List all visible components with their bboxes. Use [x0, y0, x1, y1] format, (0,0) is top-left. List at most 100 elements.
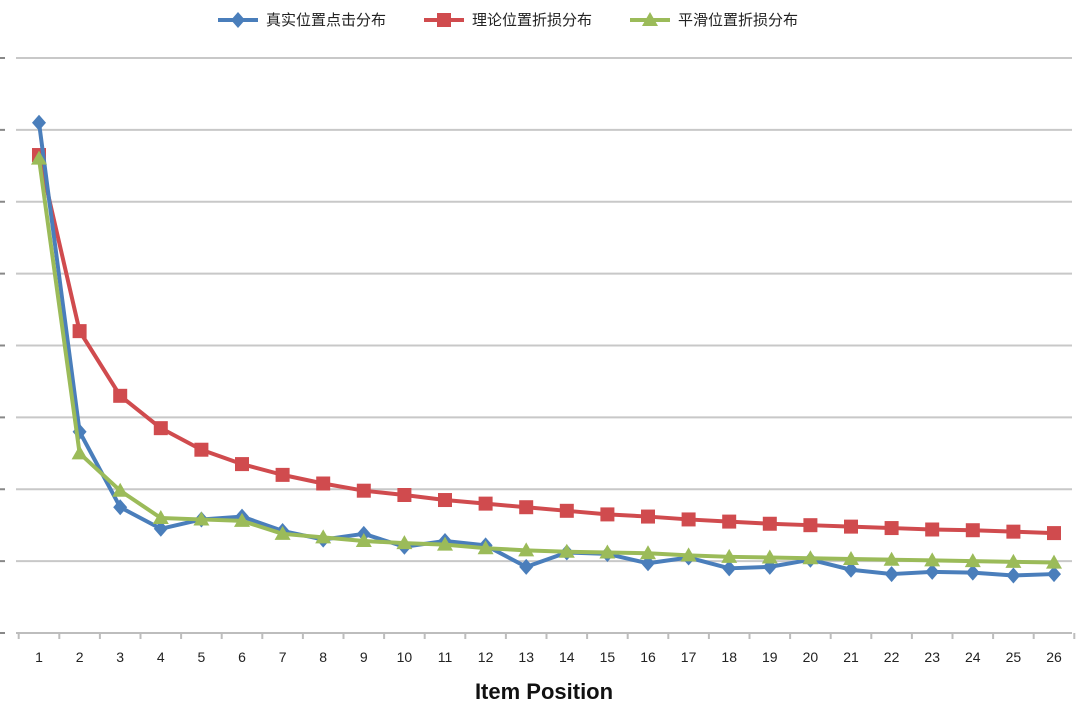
- x-tick-label-7: 7: [279, 649, 287, 665]
- point-s3-14: [558, 543, 575, 558]
- x-tick-label-26: 26: [1046, 649, 1062, 665]
- x-tick-label-13: 13: [518, 649, 534, 665]
- point-s3-12: [477, 540, 494, 555]
- legend-item-1: 真实位置点击分布: [218, 11, 386, 29]
- point-s3-20: [802, 550, 819, 565]
- legend-item-2: 理论位置折损分布: [424, 11, 592, 29]
- point-s1-22: [884, 566, 899, 583]
- x-tick-label-1: 1: [35, 649, 43, 665]
- x-tick-label-10: 10: [397, 649, 413, 665]
- point-s3-4: [152, 510, 169, 524]
- point-s2-21: [844, 519, 858, 534]
- point-s2-24: [965, 523, 980, 538]
- point-s1-16: [641, 555, 655, 572]
- point-s2-18: [722, 514, 737, 529]
- point-s2-19: [762, 516, 777, 531]
- x-tick-label-22: 22: [884, 649, 900, 665]
- x-tick-label-23: 23: [924, 649, 940, 665]
- legend-marker-2: [437, 13, 451, 27]
- legend-marker-3: [642, 12, 658, 26]
- point-s2-15: [600, 507, 615, 522]
- point-s2-3: [113, 388, 128, 403]
- x-tick-label-21: 21: [843, 649, 859, 665]
- x-tick-label-6: 6: [238, 649, 246, 665]
- legend: 真实位置点击分布 理论位置折损分布 平滑位置折损分布: [218, 11, 798, 29]
- point-s3-3: [112, 482, 129, 497]
- point-s2-10: [397, 488, 412, 502]
- point-s3-2: [71, 445, 88, 460]
- point-s3-23: [924, 552, 941, 567]
- point-s2-7: [275, 467, 290, 482]
- point-s3-8: [315, 529, 332, 544]
- x-tick-label-16: 16: [640, 649, 656, 665]
- point-s3-5: [193, 511, 210, 526]
- point-s3-10: [396, 535, 413, 550]
- point-s2-20: [803, 518, 818, 533]
- point-s2-13: [519, 500, 534, 515]
- point-s3-11: [437, 536, 453, 551]
- x-tick-label-24: 24: [965, 649, 981, 665]
- x-tick-label-14: 14: [559, 649, 575, 665]
- point-s1-24: [965, 564, 980, 581]
- point-s1-4: [153, 520, 168, 537]
- point-s2-17: [681, 512, 696, 527]
- point-s3-13: [518, 542, 535, 557]
- point-s2-8: [316, 476, 331, 491]
- point-s1-26: [1047, 566, 1061, 583]
- point-s2-23: [925, 522, 940, 537]
- legend-item-3: 平滑位置折损分布: [630, 11, 798, 29]
- point-s3-6: [234, 512, 250, 527]
- x-axis-title: Item Position: [475, 679, 613, 704]
- point-s1-25: [1006, 567, 1021, 584]
- point-s1-23: [925, 563, 940, 580]
- gridlines: [0, 57, 1072, 634]
- legend-marker-1: [231, 12, 245, 28]
- x-tick-label-3: 3: [116, 649, 124, 665]
- point-s2-14: [559, 503, 574, 518]
- point-s2-26: [1047, 526, 1061, 541]
- x-tick-label-5: 5: [198, 649, 206, 665]
- x-tick-label-17: 17: [681, 649, 697, 665]
- point-s2-4: [153, 421, 168, 436]
- point-s3-15: [599, 544, 616, 559]
- x-tick-label-15: 15: [600, 649, 616, 665]
- x-tick-label-12: 12: [478, 649, 494, 665]
- point-s3-22: [883, 551, 900, 566]
- series-line-2: [37, 154, 1055, 536]
- point-s2-16: [641, 509, 655, 524]
- x-tick-label-18: 18: [721, 649, 737, 665]
- point-s3-17: [680, 547, 697, 562]
- x-tick-label-8: 8: [319, 649, 327, 665]
- point-s3-16: [640, 545, 656, 560]
- series-3: [31, 150, 1062, 569]
- point-s3-18: [721, 548, 738, 563]
- legend-label-3: 平滑位置折损分布: [678, 11, 798, 29]
- series-line-3: [37, 158, 1055, 565]
- x-tick-label-2: 2: [76, 649, 84, 665]
- point-s2-2: [72, 324, 87, 339]
- point-s2-6: [235, 457, 249, 472]
- x-tick-label-9: 9: [360, 649, 368, 665]
- x-axis-tick-labels: 1 2 3 4 5 6 7 8 9 10 11 12 13 14 15 16 17 18 19 20 21 22 23 24 2…: [17, 633, 1076, 665]
- point-s2-22: [884, 521, 899, 536]
- legend-label-2: 理论位置折损分布: [472, 11, 592, 29]
- x-tick-label-20: 20: [803, 649, 819, 665]
- x-tick-label-11: 11: [438, 649, 453, 665]
- point-s3-9: [355, 533, 372, 547]
- x-tick-label-4: 4: [157, 649, 165, 665]
- point-s3-7: [274, 525, 291, 540]
- series-2: [32, 148, 1061, 541]
- point-s3-19: [761, 549, 778, 564]
- point-s1-18: [722, 560, 737, 577]
- series-layer: [31, 114, 1062, 584]
- point-s3-1: [31, 150, 47, 165]
- x-tick-label-25: 25: [1006, 649, 1022, 665]
- point-s2-9: [356, 483, 371, 498]
- point-s1-21: [844, 561, 858, 578]
- legend-label-1: 真实位置点击分布: [266, 11, 386, 29]
- point-s3-21: [843, 550, 859, 565]
- point-s2-11: [438, 493, 452, 508]
- point-s3-24: [964, 553, 981, 568]
